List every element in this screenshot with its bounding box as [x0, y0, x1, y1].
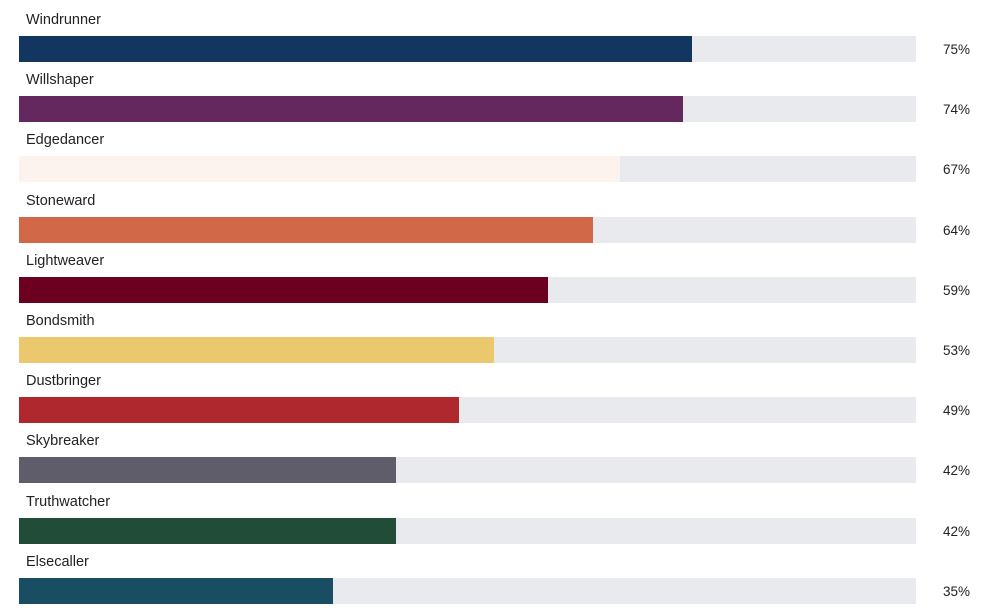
bar-row: Bondsmith 53%: [0, 311, 1000, 371]
category-label: Bondsmith: [26, 313, 95, 329]
category-label: Skybreaker: [26, 433, 100, 450]
value-label: 49%: [943, 403, 971, 419]
value-label: 64%: [943, 222, 971, 238]
value-label: 59%: [943, 282, 971, 298]
bar-track: [19, 517, 916, 544]
category-label: Willshaper: [26, 72, 94, 89]
category-label: Elsecaller: [26, 553, 89, 570]
value-label: 67%: [943, 162, 971, 178]
bar-row: Stoneward 64%: [0, 191, 1000, 251]
value-label: 75%: [943, 42, 971, 57]
bar: [19, 397, 459, 424]
bar-track: [19, 337, 916, 363]
bar-track: [19, 156, 916, 183]
category-label: Windrunner: [26, 12, 101, 28]
bar-track: [19, 457, 916, 484]
bar: [19, 216, 594, 243]
bar-row: Elsecaller 35%: [0, 552, 1000, 612]
bar-track: [19, 216, 916, 243]
bar: [19, 457, 396, 484]
bar-row: Willshaper 74%: [0, 70, 1000, 130]
value-label: 42%: [943, 523, 971, 539]
bar: [19, 276, 549, 303]
value-label: 74%: [943, 102, 971, 118]
bar-track: [19, 276, 916, 303]
bar-row: Lightweaver 59%: [0, 251, 1000, 311]
bar-row: Truthwatcher 42%: [0, 492, 1000, 552]
bar: [19, 577, 333, 604]
bar: [19, 36, 692, 62]
bar: [19, 337, 495, 363]
bar-row: Dustbringer 49%: [0, 371, 1000, 431]
category-label: Lightweaver: [26, 252, 105, 269]
bar: [19, 96, 683, 123]
bar: [19, 517, 396, 544]
bar-track: [19, 577, 916, 604]
bar: [19, 156, 620, 183]
category-label: Truthwatcher: [26, 493, 111, 510]
category-label: Edgedancer: [26, 132, 105, 149]
category-label: Dustbringer: [26, 373, 101, 390]
bar-row: Windrunner 75%: [0, 10, 1000, 70]
category-label: Stoneward: [26, 192, 96, 209]
value-label: 42%: [943, 463, 971, 479]
bar-track: [19, 397, 916, 424]
bar-row: Skybreaker 42%: [0, 431, 1000, 491]
bar-track: [19, 96, 916, 123]
bar-row: Edgedancer 67%: [0, 130, 1000, 190]
bar-track: [19, 36, 916, 62]
value-label: 53%: [943, 343, 971, 358]
value-label: 35%: [943, 583, 971, 599]
